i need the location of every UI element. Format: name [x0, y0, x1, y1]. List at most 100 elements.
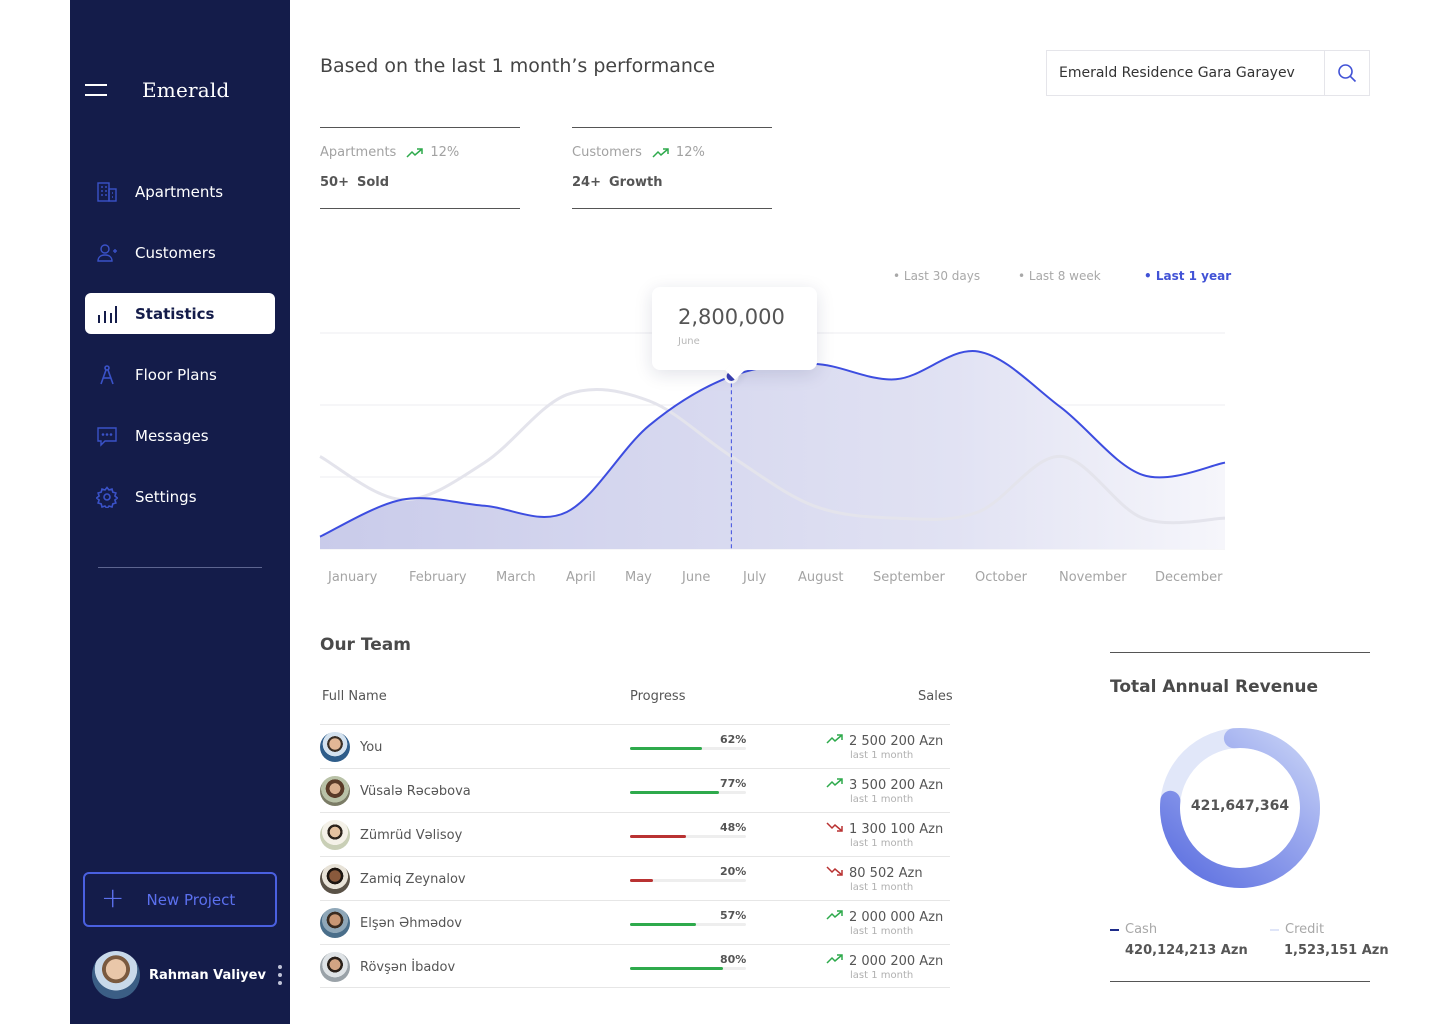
table-row[interactable]: Vüsalə Rəcəbova 77% 3 500 200 Azn last 1… [320, 768, 950, 812]
member-name: Zümrüd Vəlisoy [360, 828, 463, 843]
trend-up-icon [826, 734, 843, 744]
sales-amount: 1 300 100 Azn [849, 821, 944, 837]
progress-bar [630, 967, 746, 970]
sales-period: last 1 month [850, 882, 914, 893]
cash-value: 420,124,213 Azn [1125, 943, 1248, 958]
team-title: Our Team [320, 635, 411, 655]
sidebar-item-statistics[interactable]: Statistics [85, 293, 275, 334]
sales-period: last 1 month [850, 926, 914, 937]
table-row[interactable]: Zümrüd Vəlisoy 48% 1 300 100 Azn last 1 … [320, 812, 950, 856]
nav: Apartments Customers Statistics [85, 171, 275, 537]
search-icon [1338, 64, 1357, 83]
progress-fill [630, 879, 654, 882]
more-options-icon[interactable] [277, 965, 282, 985]
kpi-unit: Growth [608, 175, 663, 190]
kpi-trend: 12% [430, 145, 460, 160]
member-name: Elşən Əhmədov [360, 916, 463, 931]
x-axis-label: March [496, 570, 536, 585]
search-bar [1046, 50, 1370, 96]
x-axis-label: April [566, 570, 596, 585]
sidebar-item-settings[interactable]: Settings [85, 476, 275, 517]
tooltip-label: June [678, 336, 700, 347]
progress-bar [630, 835, 746, 838]
sidebar: Emerald Apartments Customers [70, 0, 290, 1024]
revenue-donut-chart [1160, 727, 1320, 888]
progress-fill [630, 835, 686, 838]
trend-up-icon [652, 147, 669, 158]
x-axis-label: February [409, 570, 467, 585]
menu-icon[interactable] [85, 84, 107, 98]
sidebar-item-messages[interactable]: Messages [85, 415, 275, 456]
header-full-name: Full Name [322, 689, 387, 704]
sidebar-item-label: Statistics [135, 304, 215, 323]
progress-fill [630, 747, 702, 750]
progress-percent: 48% [720, 821, 747, 834]
table-row[interactable]: Zamiq Zeynalov 20% 80 502 Azn last 1 mon… [320, 856, 950, 900]
range-8-week[interactable]: • Last 8 week [1018, 269, 1101, 283]
cash-segment [1160, 727, 1320, 888]
table-row[interactable]: You 62% 2 500 200 Azn last 1 month [320, 724, 950, 768]
primary-series-area [320, 351, 1225, 549]
member-name: Vüsalə Rəcəbova [360, 784, 471, 799]
sidebar-item-customers[interactable]: Customers [85, 232, 275, 273]
sidebar-item-label: Settings [135, 487, 197, 506]
revenue-title: Total Annual Revenue [1110, 677, 1319, 697]
progress-percent: 80% [720, 953, 747, 966]
avatar [320, 776, 350, 806]
sidebar-item-label: Floor Plans [135, 365, 217, 384]
avatar [320, 908, 350, 938]
search-input[interactable] [1047, 51, 1325, 95]
table-row[interactable]: Elşən Əhmədov 57% 2 000 000 Azn last 1 m… [320, 900, 950, 944]
kpi-customers: Customers 12% 24+ Growth [572, 127, 772, 209]
sidebar-item-label: Customers [135, 243, 216, 262]
revenue-top-divider [1110, 652, 1370, 653]
avatar [320, 820, 350, 850]
progress-percent: 57% [720, 909, 747, 922]
progress-bar [630, 791, 746, 794]
page-title: Based on the last 1 month’s performance [320, 55, 716, 77]
sales-amount: 2 000 200 Azn [849, 953, 944, 969]
avatar [320, 952, 350, 982]
sales-period: last 1 month [850, 794, 914, 805]
kpi-value: 50+ [320, 175, 349, 190]
building-icon [95, 180, 119, 204]
legend-cash: Cash [1110, 922, 1157, 937]
progress-fill [630, 791, 720, 794]
range-30-days[interactable]: • Last 30 days [893, 269, 981, 283]
x-axis-label: December [1155, 570, 1223, 585]
header-progress: Progress [630, 689, 686, 704]
x-axis-label: January [328, 570, 378, 585]
kpi-label: Apartments [320, 145, 397, 160]
table-row[interactable]: Rövşən İbadov 80% 2 000 200 Azn last 1 m… [320, 944, 950, 988]
tooltip-value: 2,800,000 [678, 305, 785, 329]
trend-down-icon [826, 866, 843, 876]
x-axis-label: July [743, 570, 767, 585]
add-user-icon [95, 241, 119, 265]
x-axis-label: October [975, 570, 1028, 585]
progress-fill [630, 923, 697, 926]
sidebar-item-floor-plans[interactable]: Floor Plans [85, 354, 275, 395]
progress-percent: 77% [720, 777, 747, 790]
sales-period: last 1 month [850, 838, 914, 849]
sidebar-item-label: Apartments [135, 182, 224, 201]
new-project-button[interactable]: + New Project [83, 872, 277, 927]
range-1-year[interactable]: • Last 1 year [1144, 269, 1232, 283]
revenue-total: 421,647,364 [1190, 798, 1290, 814]
user-profile[interactable]: Rahman Valiyev [92, 950, 282, 1000]
sidebar-item-label: Messages [135, 426, 209, 445]
sidebar-divider [98, 567, 262, 568]
kpi-unit: Sold [356, 175, 390, 190]
kpi-trend: 12% [675, 145, 705, 160]
trend-up-icon [826, 778, 843, 788]
chart-tooltip: 2,800,000 June [652, 287, 817, 380]
trend-up-icon [406, 147, 424, 158]
sales-amount: 2 500 200 Azn [849, 733, 944, 749]
revenue-bottom-divider [1110, 981, 1370, 982]
brand-logo: Emerald [142, 78, 230, 102]
search-button[interactable] [1324, 51, 1369, 95]
sales-amount: 2 000 000 Azn [849, 909, 944, 925]
sidebar-item-apartments[interactable]: Apartments [85, 171, 275, 212]
avatar [320, 864, 350, 894]
plus-icon: + [101, 881, 125, 914]
secondary-series-line [319, 387, 1226, 525]
